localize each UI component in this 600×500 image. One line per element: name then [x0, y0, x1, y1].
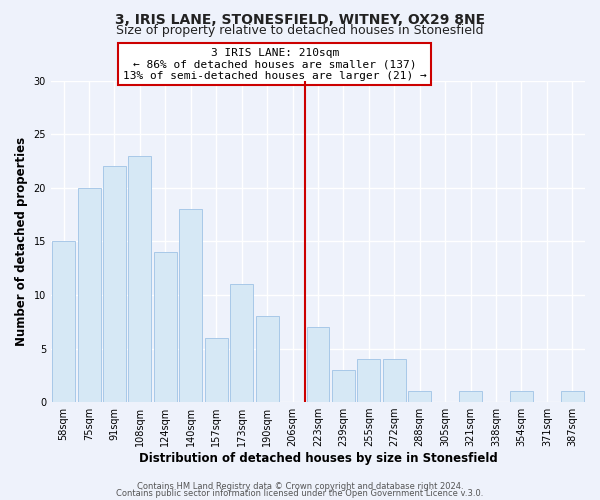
Y-axis label: Number of detached properties: Number of detached properties [15, 137, 28, 346]
Bar [230, 284, 253, 402]
Bar [154, 252, 177, 402]
Bar [383, 359, 406, 402]
Bar [256, 316, 278, 402]
Text: 3, IRIS LANE, STONESFIELD, WITNEY, OX29 8NE: 3, IRIS LANE, STONESFIELD, WITNEY, OX29 … [115, 12, 485, 26]
Bar [103, 166, 126, 402]
Bar [179, 210, 202, 402]
Bar [128, 156, 151, 402]
Bar [77, 188, 101, 402]
Bar [52, 242, 75, 402]
Text: Contains HM Land Registry data © Crown copyright and database right 2024.: Contains HM Land Registry data © Crown c… [137, 482, 463, 491]
Bar [459, 392, 482, 402]
Bar [205, 338, 227, 402]
Bar [561, 392, 584, 402]
Bar [358, 359, 380, 402]
Bar [332, 370, 355, 402]
Text: 3 IRIS LANE: 210sqm
← 86% of detached houses are smaller (137)
13% of semi-detac: 3 IRIS LANE: 210sqm ← 86% of detached ho… [123, 48, 427, 80]
Text: Contains public sector information licensed under the Open Government Licence v.: Contains public sector information licen… [116, 488, 484, 498]
Bar [307, 327, 329, 402]
Bar [408, 392, 431, 402]
Text: Size of property relative to detached houses in Stonesfield: Size of property relative to detached ho… [116, 24, 484, 37]
Bar [510, 392, 533, 402]
X-axis label: Distribution of detached houses by size in Stonesfield: Distribution of detached houses by size … [139, 452, 497, 465]
